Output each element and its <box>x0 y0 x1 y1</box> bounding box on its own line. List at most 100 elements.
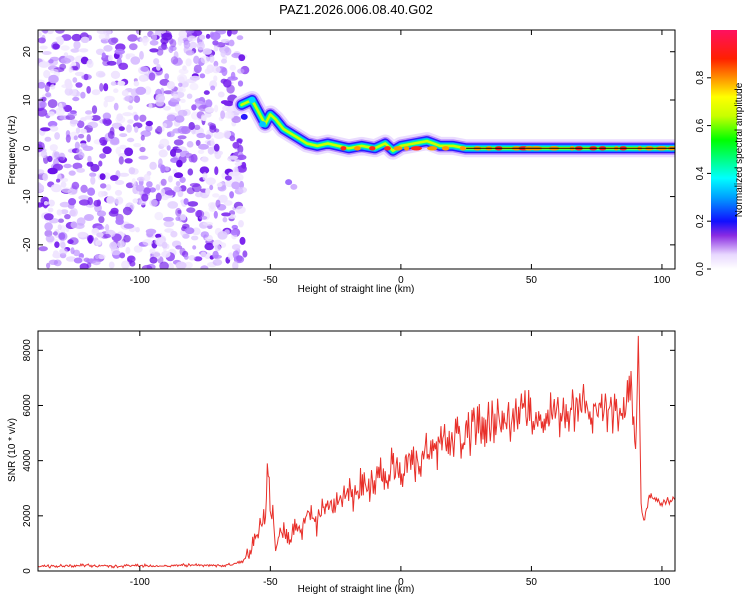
noise-blob <box>235 205 246 214</box>
noise-blob <box>212 193 220 198</box>
noise-blob <box>227 252 234 261</box>
signal-hotspot <box>340 146 347 151</box>
snr-frame <box>37 330 676 572</box>
noise-blob <box>229 135 236 142</box>
noise-blob <box>215 199 221 208</box>
noise-blob <box>141 193 149 202</box>
noise-blob <box>59 201 71 208</box>
noise-blob <box>99 173 106 181</box>
noise-blob <box>141 264 153 269</box>
noise-blob <box>129 43 138 51</box>
noise-blob <box>212 259 223 266</box>
noise-blob <box>108 54 113 62</box>
noise-blob <box>72 96 80 102</box>
spectrogram-x-tick-label: 50 <box>526 275 538 286</box>
noise-blob <box>59 248 68 255</box>
noise-blob <box>117 240 125 248</box>
snr-y-tick-label: 6000 <box>22 394 33 417</box>
noise-blob <box>202 172 208 181</box>
noise-blob <box>202 221 214 226</box>
noise-blob <box>50 183 62 193</box>
noise-blob <box>38 169 45 175</box>
snr-x-tick-label: 100 <box>654 577 671 588</box>
spectrogram-x-tick-label: -50 <box>263 275 278 286</box>
noise-blob <box>227 76 238 81</box>
noise-blob <box>207 122 214 127</box>
noise-blob <box>189 41 198 49</box>
noise-blob <box>58 102 63 112</box>
noise-blob <box>135 227 140 233</box>
noise-blob <box>188 254 196 261</box>
noise-blob <box>175 245 183 250</box>
noise-blob <box>175 207 182 217</box>
noise-blob <box>73 40 81 50</box>
noise-blob <box>213 46 219 52</box>
noise-blob <box>54 151 60 159</box>
noise-blob <box>193 55 200 64</box>
noise-blob <box>71 181 80 190</box>
noise-blob <box>217 231 228 240</box>
noise-blob <box>86 234 94 243</box>
noise-blob <box>188 122 195 130</box>
noise-blob <box>180 214 187 221</box>
signal-hotspot <box>384 146 391 151</box>
noise-blob <box>42 173 49 181</box>
noise-blob <box>121 260 130 269</box>
spectrogram-x-tick-label: -100 <box>130 275 150 286</box>
noise-blob <box>91 105 98 114</box>
noise-blob <box>90 163 100 172</box>
noise-blob <box>170 56 179 65</box>
noise-blob <box>176 159 183 168</box>
noise-blob <box>47 207 54 213</box>
noise-blob <box>149 256 158 264</box>
noise-blob <box>229 64 237 71</box>
noise-blob <box>155 192 162 202</box>
noise-blob <box>63 163 72 169</box>
noise-blob <box>221 58 227 64</box>
noise-blob <box>60 177 69 183</box>
noise-blob <box>158 158 163 167</box>
noise-blob <box>91 89 101 96</box>
noise-blob <box>165 190 176 196</box>
noise-blob <box>205 134 212 140</box>
noise-blob <box>70 247 75 255</box>
noise-blob <box>87 121 99 129</box>
noise-blob <box>236 154 247 161</box>
noise-blob <box>155 184 161 191</box>
colorbar-label: Normalized spectral amplitude <box>734 82 745 217</box>
noise-blob <box>57 224 62 231</box>
noise-blob <box>107 130 115 139</box>
noise-blob <box>44 222 53 231</box>
noise-blob <box>126 137 135 143</box>
noise-blob <box>133 95 141 104</box>
noise-blob <box>128 167 136 175</box>
noise-blob <box>84 214 94 221</box>
noise-blob <box>213 131 225 139</box>
noise-blob <box>68 66 73 73</box>
noise-blob <box>60 45 70 51</box>
signal-hotspot <box>354 146 361 151</box>
noise-blob <box>185 50 195 56</box>
noise-blob <box>170 97 181 103</box>
noise-blob <box>234 161 242 167</box>
snr-panel: -100 -50 0 50 100 0 2000 4000 6000 8000 Height of… <box>7 330 676 595</box>
noise-blob <box>199 166 210 174</box>
noise-blob <box>108 261 115 269</box>
noise-blob <box>41 150 48 159</box>
noise-blob <box>96 30 108 34</box>
noise-blob <box>177 190 184 198</box>
signal-hotspot <box>410 146 422 151</box>
noise-blob <box>86 86 91 94</box>
noise-blob <box>96 232 104 238</box>
noise-blob <box>228 39 235 47</box>
noise-blob <box>45 92 52 98</box>
noise-blob <box>124 95 136 102</box>
noise-blob <box>110 249 121 256</box>
noise-blob <box>177 125 188 135</box>
noise-blob <box>193 256 203 262</box>
noise-blob <box>99 82 104 92</box>
noise-blob <box>184 261 193 269</box>
noise-blob <box>113 88 119 93</box>
noise-blob <box>55 30 65 34</box>
noise-blob <box>54 132 60 140</box>
